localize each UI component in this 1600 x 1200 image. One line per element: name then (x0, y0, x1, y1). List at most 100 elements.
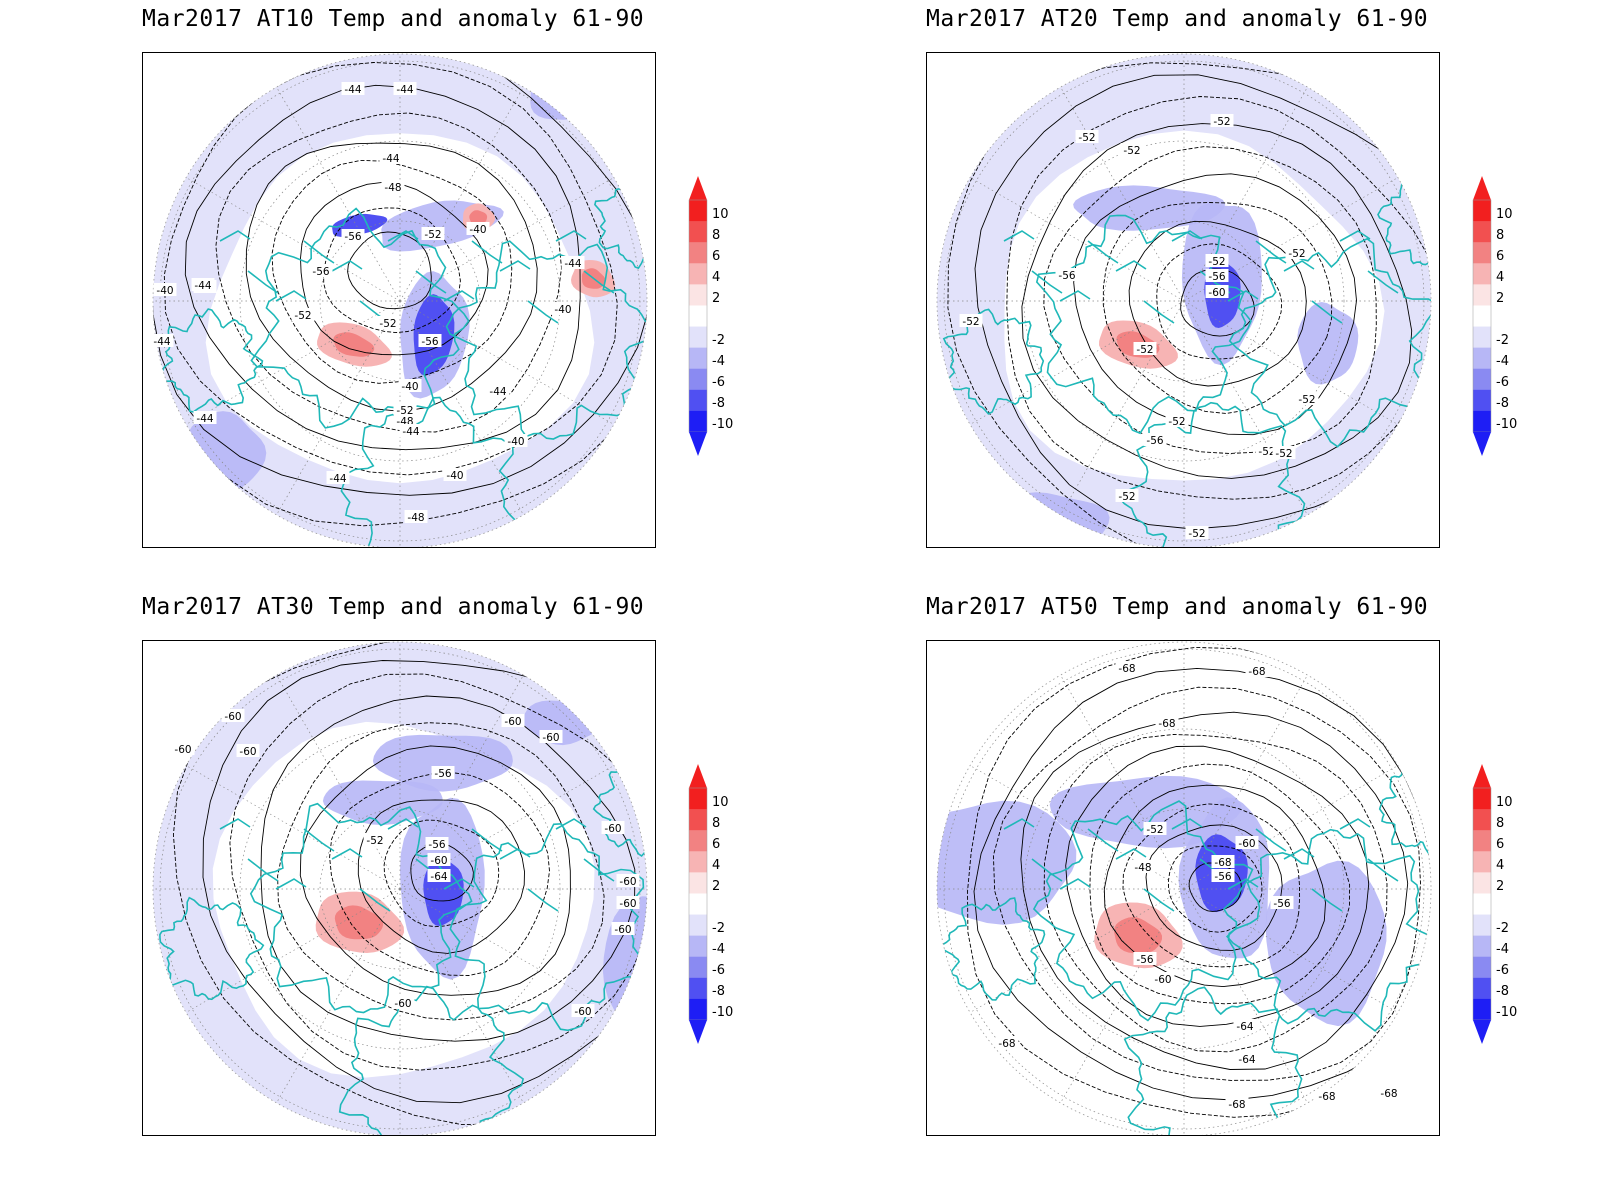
contour-label: -52 (1120, 143, 1144, 157)
contour-label: -68 (1211, 855, 1235, 869)
contour-label: -52 (1295, 392, 1319, 406)
panel-title: Mar2017 AT10 Temp and anomaly 61-90 (142, 6, 645, 32)
contour-label: -52 (291, 308, 315, 322)
colorbar-swatches (1472, 176, 1492, 456)
svg-text:-52: -52 (1258, 446, 1275, 458)
svg-text:-60: -60 (224, 711, 241, 723)
colorbar-tick-label: 2 (712, 878, 721, 894)
svg-text:-60: -60 (604, 823, 621, 835)
contour-label: -44 (399, 424, 423, 438)
svg-text:-60: -60 (574, 1006, 591, 1018)
colorbar-tick-label: 6 (712, 836, 721, 852)
colorbar-tick-label: 4 (712, 269, 721, 285)
colorbar-tick-label: 8 (712, 815, 721, 831)
svg-text:-40: -40 (469, 224, 486, 236)
colorbar-tick-label: 10 (1496, 206, 1513, 222)
svg-text:-44: -44 (153, 336, 170, 348)
svg-text:-40: -40 (446, 470, 463, 482)
svg-text:-68: -68 (1248, 666, 1265, 678)
svg-text:-60: -60 (504, 716, 521, 728)
colorbar-tick-label: 10 (712, 794, 729, 810)
svg-text:-52: -52 (424, 229, 441, 241)
svg-text:-60: -60 (1208, 287, 1225, 299)
colorbar-tick-label: -10 (1496, 417, 1518, 433)
svg-text:-60: -60 (1238, 838, 1255, 850)
colorbar-tick-label: 6 (712, 248, 721, 264)
colorbar: 10 8 6 4 2 -2 -4 -6 -8 -10 (688, 176, 748, 456)
contour-label: -52 (959, 314, 983, 328)
colorbar-tick-label: 4 (1496, 857, 1505, 873)
colorbar-tick-label: -8 (1496, 396, 1509, 412)
contour-label: -44 (341, 82, 365, 96)
colorbar-tick-label: -8 (712, 396, 725, 412)
svg-text:-68: -68 (1380, 1088, 1397, 1100)
contour-label: -68 (1225, 1097, 1249, 1111)
colorbar-tick-label: -6 (1496, 963, 1509, 979)
contour-label: -60 (611, 922, 635, 936)
colorbar-tick-label: -2 (1496, 921, 1509, 937)
svg-text:-56: -56 (434, 768, 451, 780)
svg-text:-52: -52 (962, 316, 979, 328)
colorbar-tick-label: -10 (1496, 1005, 1518, 1021)
colorbar: 10 8 6 4 2 -2 -4 -6 -8 -10 (688, 764, 748, 1044)
contour-label: -48 (404, 510, 428, 524)
svg-text:-52: -52 (1146, 824, 1163, 836)
contour-label: -56 (1205, 269, 1229, 283)
svg-text:-64: -64 (1236, 1021, 1253, 1033)
svg-text:-60: -60 (614, 924, 631, 936)
svg-text:-56: -56 (428, 839, 445, 851)
svg-text:-44: -44 (344, 84, 361, 96)
contour-label: -52 (1205, 254, 1229, 268)
contour-label: -52 (1115, 489, 1139, 503)
colorbar-tick-label: -2 (1496, 333, 1509, 349)
svg-text:-68: -68 (1228, 1099, 1245, 1111)
svg-text:-44: -44 (194, 280, 211, 292)
svg-text:-44: -44 (396, 84, 413, 96)
svg-text:-56: -56 (344, 231, 361, 243)
svg-text:-40: -40 (507, 436, 524, 448)
contour-label: -60 (539, 730, 563, 744)
colorbar-tick-label: -4 (1496, 354, 1509, 370)
svg-text:-68: -68 (1318, 1091, 1335, 1103)
svg-text:-44: -44 (402, 426, 419, 438)
svg-text:-48: -48 (384, 182, 401, 194)
svg-text:-52: -52 (1136, 344, 1153, 356)
svg-text:-52: -52 (1298, 394, 1315, 406)
contour-label: -56 (431, 766, 455, 780)
colorbar-tick-label: 2 (1496, 290, 1505, 306)
contour-label: -60 (1151, 972, 1175, 986)
contour-label: -44 (150, 334, 174, 348)
svg-text:-56: -56 (1058, 270, 1075, 282)
contour-label: -48 (1131, 860, 1155, 874)
svg-text:-68: -68 (1214, 857, 1231, 869)
svg-text:-52: -52 (1188, 528, 1205, 540)
svg-text:-52: -52 (1168, 416, 1185, 428)
contour-label: -60 (221, 709, 245, 723)
panel-title: Mar2017 AT30 Temp and anomaly 61-90 (142, 594, 645, 620)
colorbar-tick-label: -10 (712, 1005, 734, 1021)
colorbar: 10 8 6 4 2 -2 -4 -6 -8 -10 (1472, 176, 1532, 456)
polar-map: -68 -68 -68 -52 -48 -56 -64 -68 -56 -60 -56 -60 -64-… (926, 640, 1440, 1136)
contour-label: -60 (427, 853, 451, 867)
svg-text:-56: -56 (1208, 271, 1225, 283)
svg-text:-52: -52 (1078, 132, 1095, 144)
svg-text:-52: -52 (1208, 256, 1225, 268)
contour-label: -44 (193, 411, 217, 425)
contour-label: -56 (341, 229, 365, 243)
colorbar-swatches (1472, 764, 1492, 1044)
colorbar-tick-label: 8 (1496, 815, 1505, 831)
contour-label: -60 (501, 714, 525, 728)
svg-text:-52: -52 (1118, 491, 1135, 503)
panel-title: Mar2017 AT20 Temp and anomaly 61-90 (926, 6, 1429, 32)
svg-text:-52: -52 (1123, 145, 1140, 157)
colorbar-tick-label: 10 (1496, 794, 1513, 810)
contour-label: -52 (1165, 414, 1189, 428)
svg-text:-56: -56 (1136, 954, 1153, 966)
svg-text:-52: -52 (1275, 448, 1292, 460)
map-canvas: -44 -44 -44 -48 -56 -52 -56 -40 -40 -40 -44 -52 -52 -… (150, 53, 648, 547)
contour-label: -68 (1377, 1086, 1401, 1100)
contour-label: -52 (1210, 114, 1234, 128)
contour-label: -52 (1143, 822, 1167, 836)
svg-text:-56: -56 (1146, 435, 1163, 447)
svg-text:-44: -44 (489, 386, 506, 398)
